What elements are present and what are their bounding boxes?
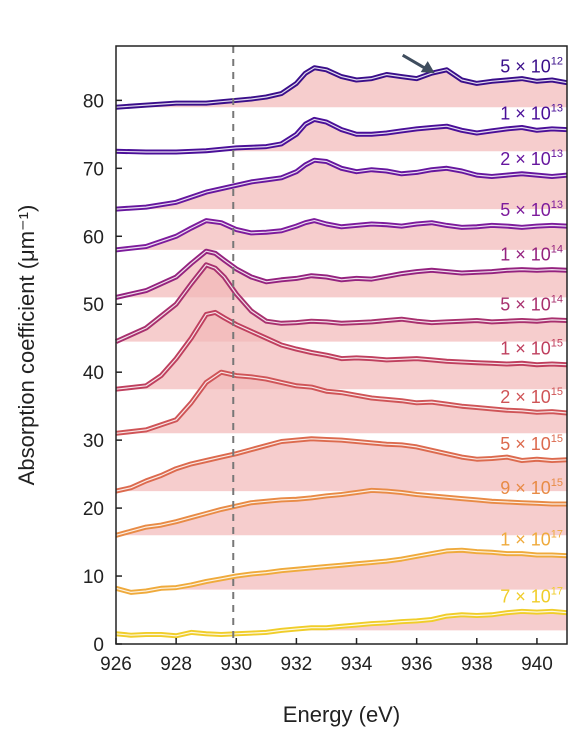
series-shading xyxy=(116,312,567,390)
x-tick-label: 934 xyxy=(341,654,373,675)
x-tick-label: 928 xyxy=(160,654,192,675)
series-line-highlight xyxy=(115,549,568,593)
series-shading xyxy=(116,372,567,434)
series-line-highlight xyxy=(115,67,568,108)
y-tick-label: 80 xyxy=(83,91,104,112)
arrow-shaft xyxy=(401,53,428,71)
x-tick-label: 932 xyxy=(281,654,313,675)
series-label: 7 × 1017 xyxy=(500,586,563,607)
series-line-highlight xyxy=(115,610,568,637)
y-tick-label: 20 xyxy=(83,499,104,520)
series-line-highlight xyxy=(115,250,568,298)
y-tick-label: 40 xyxy=(83,363,104,384)
x-tick-label: 938 xyxy=(461,654,493,675)
series-label: 5 × 1014 xyxy=(500,294,563,315)
y-tick-label: 50 xyxy=(83,295,104,316)
series-line-highlight xyxy=(115,118,568,153)
series-line-highlight xyxy=(115,371,568,434)
series-label: 5 × 1013 xyxy=(500,199,563,220)
series-shading xyxy=(116,119,567,152)
series-line-highlight xyxy=(115,311,568,390)
y-tick-label: 70 xyxy=(83,159,104,180)
series-shading xyxy=(116,160,567,210)
x-tick-label: 926 xyxy=(100,654,132,675)
series-shading xyxy=(116,550,567,590)
series-lines-layer xyxy=(114,65,568,639)
series-label: 1 × 1014 xyxy=(500,243,563,264)
plot-frame xyxy=(115,45,568,645)
series-label: 5 × 1012 xyxy=(500,56,563,77)
series-label: 9 × 1015 xyxy=(500,477,563,498)
series-line-highlight xyxy=(115,159,568,210)
series-line-highlight xyxy=(115,220,568,251)
x-tick-label: 936 xyxy=(401,654,433,675)
arrow-annotation xyxy=(401,53,435,74)
x-tick-label: 930 xyxy=(220,654,252,675)
series-shading xyxy=(116,438,567,492)
series-label: 1 × 1013 xyxy=(500,103,563,124)
y-tick-label: 0 xyxy=(93,635,104,656)
y-tick-label: 10 xyxy=(83,567,104,588)
series-line-highlight xyxy=(115,438,568,492)
arrow-head xyxy=(420,61,435,74)
y-axis-title: Absorption coefficient (μm⁻¹) xyxy=(14,205,39,486)
series-label: 5 × 1015 xyxy=(500,433,563,454)
x-axis-title: Energy (eV) xyxy=(283,702,400,727)
series-label: 1 × 1017 xyxy=(500,529,563,550)
series-line-highlight xyxy=(115,264,568,343)
y-tick-label: 30 xyxy=(83,431,104,452)
series-shading xyxy=(116,490,567,536)
series-label: 1 × 1015 xyxy=(500,338,563,359)
series-label: 2 × 1015 xyxy=(500,386,563,407)
y-tick-label: 60 xyxy=(83,227,104,248)
series-label: 2 × 1013 xyxy=(500,148,563,169)
x-tick-label: 940 xyxy=(521,654,553,675)
series-labels-layer: 5 × 1012 1 × 1013 2 × 1013 5 × 1013 1 × 1014… xyxy=(500,56,563,607)
series-line-highlight xyxy=(115,489,567,536)
axis-ticks-layer: 926 928 930 932 934 936 938 940 0 10 20 30 40 50 60 70 8… xyxy=(83,91,553,675)
